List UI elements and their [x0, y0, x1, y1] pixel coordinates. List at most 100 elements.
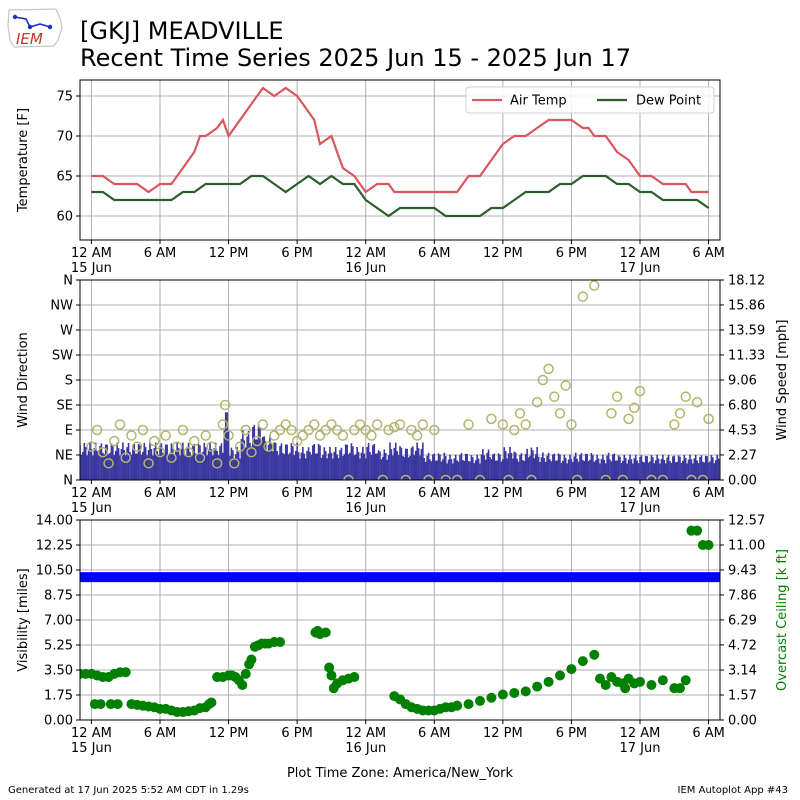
y2-tick-label: 12.57 — [728, 514, 765, 529]
app-note: IEM Autoplot App #43 — [677, 785, 788, 796]
wind-direction-point — [509, 424, 520, 436]
x-tick-date-label: 17 Jun — [620, 501, 661, 516]
x-tick-label: 12 PM — [209, 726, 249, 741]
wind-direction-point — [497, 419, 509, 430]
y-axis-label: Wind Direction — [16, 332, 31, 428]
y-tick-label: 75 — [56, 90, 73, 105]
wind-direction-point — [697, 474, 709, 480]
y2-axis-label: Wind Speed [mph] — [775, 320, 790, 441]
ceiling-point — [275, 637, 285, 648]
wind-direction-point — [263, 441, 274, 452]
y2-tick-label: 15.86 — [728, 298, 765, 313]
wind-direction-point — [554, 408, 566, 419]
logo-text: IEM — [16, 30, 43, 48]
ceiling-point — [120, 667, 131, 678]
ceiling-point — [577, 656, 588, 667]
y-tick-label: 8.75 — [44, 589, 73, 604]
wind-direction-point — [703, 413, 714, 425]
x-tick-label: 12 AM — [71, 486, 112, 501]
wind-direction-point — [606, 408, 617, 419]
plot-data — [80, 525, 720, 718]
wind-direction-point — [326, 419, 337, 430]
x-tick-label: 12 PM — [209, 246, 249, 261]
y-tick-label: 5.25 — [44, 639, 73, 654]
wind-direction-point — [543, 363, 554, 375]
wind-direction-point — [103, 458, 114, 469]
x-tick-label: 12 AM — [620, 246, 661, 261]
y2-tick-label: 2.27 — [728, 448, 757, 463]
ceiling-point — [475, 695, 485, 706]
wind-direction-point — [680, 391, 691, 402]
wind-direction-point — [451, 474, 463, 480]
ceiling-point — [692, 525, 703, 536]
x-tick-label: 12 PM — [209, 486, 249, 501]
x-tick-label: 12 AM — [345, 486, 386, 501]
y2-tick-label: 7.86 — [728, 588, 757, 603]
ceiling-point — [509, 687, 520, 698]
ceiling-point — [112, 699, 123, 710]
y-tick-label: 3.50 — [44, 664, 73, 679]
wind-direction-point — [406, 424, 417, 436]
y2-tick-label: 18.12 — [728, 274, 765, 289]
wind-direction-point — [257, 419, 269, 430]
ceiling-point — [95, 699, 106, 710]
wind-direction-point — [251, 435, 263, 447]
plot-data — [91, 86, 710, 218]
ceiling-point — [349, 672, 360, 683]
y-tick-label: N — [63, 274, 73, 289]
y-tick-label: W — [60, 324, 73, 339]
chart-title-station: [GKJ] MEADVILLE — [80, 17, 284, 45]
x-tick-label: 6 AM — [144, 246, 177, 261]
ceiling-point — [589, 649, 600, 660]
wind-direction-point — [617, 474, 629, 480]
wind-direction-point — [531, 396, 543, 408]
wind-direction-point — [223, 430, 234, 441]
wind-direction-point — [623, 413, 634, 425]
x-tick-label: 6 AM — [692, 246, 725, 261]
y2-tick-label: 0.00 — [728, 474, 757, 489]
axes-frame — [79, 79, 721, 241]
ceiling-point — [680, 675, 691, 686]
wind-direction-point — [514, 408, 526, 419]
x-tick-date-label: 15 Jun — [71, 501, 112, 516]
wind-direction-point — [97, 446, 109, 458]
y2-tick-label: 6.80 — [728, 398, 757, 413]
wind-direction-point — [349, 424, 360, 436]
legend-box — [465, 86, 715, 114]
y2-tick-label: 0.00 — [728, 714, 757, 729]
y-tick-label: SW — [52, 349, 73, 364]
y-tick-label: NE — [55, 449, 73, 464]
wind-direction-point — [343, 474, 354, 480]
wind-direction-point — [657, 474, 669, 480]
y-tick-label: 1.75 — [44, 689, 73, 704]
ceiling-point — [206, 697, 217, 708]
air-temp-line — [91, 86, 709, 194]
wind-direction-point — [337, 430, 349, 441]
x-tick-date-label: 16 Jun — [345, 501, 386, 516]
x-tick-date-label: 17 Jun — [620, 741, 661, 756]
x-tick-label: 12 PM — [483, 246, 523, 261]
wind-direction-point — [686, 474, 697, 480]
y-tick-label: NW — [50, 299, 73, 314]
wind-direction-point — [440, 474, 451, 480]
wind-direction-point — [669, 419, 680, 430]
wind-direction-point — [303, 424, 314, 436]
wind-direction-point — [234, 441, 246, 452]
wind-direction-point — [354, 419, 366, 430]
wind-direction-point — [286, 424, 297, 436]
legend-label-dew-point: Dew Point — [636, 94, 701, 109]
wind-direction-point — [389, 421, 400, 433]
wind-direction-point — [217, 419, 229, 430]
ceiling-point — [452, 700, 463, 711]
ceiling-point — [657, 675, 668, 686]
wind-direction-point — [589, 280, 600, 291]
y-tick-label: 65 — [56, 170, 73, 185]
wind-direction-point — [560, 380, 571, 391]
ceiling-point — [675, 683, 685, 694]
wind-direction-point — [383, 424, 394, 436]
wind-direction-point — [611, 391, 623, 402]
